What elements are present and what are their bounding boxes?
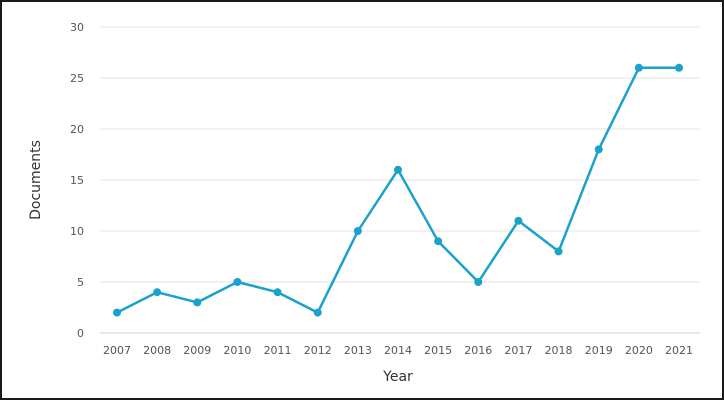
x-tick-label: 2021 [665, 344, 693, 357]
y-axis-ticks: 0 5 10 15 20 25 30 [70, 21, 84, 340]
x-tick-label: 2019 [585, 344, 613, 357]
x-tick-label: 2007 [103, 344, 131, 357]
data-point [474, 278, 483, 286]
x-tick-label: 2011 [264, 344, 292, 357]
y-tick-label: 0 [77, 327, 84, 340]
x-tick-label: 2012 [304, 344, 332, 357]
data-point [514, 216, 523, 225]
data-point [113, 308, 121, 317]
y-tick-label: 10 [70, 225, 84, 238]
x-tick-label: 2009 [183, 344, 211, 357]
data-point [273, 288, 282, 297]
data-point [434, 237, 443, 246]
y-tick-label: 5 [77, 276, 84, 289]
gridlines [100, 26, 700, 334]
series-points [113, 63, 683, 317]
y-tick-label: 20 [70, 123, 84, 136]
x-tick-label: 2013 [344, 344, 372, 357]
data-point [394, 165, 402, 174]
data-point [233, 278, 242, 286]
x-tick-label: 2020 [625, 344, 653, 357]
y-tick-label: 30 [70, 21, 84, 34]
series-line [116, 66, 679, 314]
x-tick-label: 2015 [424, 344, 452, 357]
x-tick-label: 2014 [384, 344, 412, 357]
series-lines [116, 66, 679, 314]
data-point [353, 227, 362, 235]
y-tick-label: 15 [70, 174, 84, 187]
data-point [634, 63, 643, 72]
data-point [675, 63, 683, 72]
x-tick-label: 2010 [223, 344, 251, 357]
y-tick-label: 25 [70, 72, 84, 85]
y-axis-title: Documents [28, 140, 44, 220]
data-point [153, 288, 162, 297]
x-tick-label: 2008 [143, 344, 171, 357]
x-axis-ticks: 2007 2008 2009 2010 2011 2012 2013 2014 2015 2016… [103, 344, 693, 357]
data-point [554, 247, 563, 256]
x-tick-label: 2018 [545, 344, 573, 357]
data-point [193, 298, 202, 307]
data-point [313, 308, 322, 317]
x-tick-label: 2016 [464, 344, 492, 357]
x-axis-title: Year [382, 369, 413, 385]
x-tick-label: 2017 [504, 344, 532, 357]
data-point [594, 145, 603, 154]
